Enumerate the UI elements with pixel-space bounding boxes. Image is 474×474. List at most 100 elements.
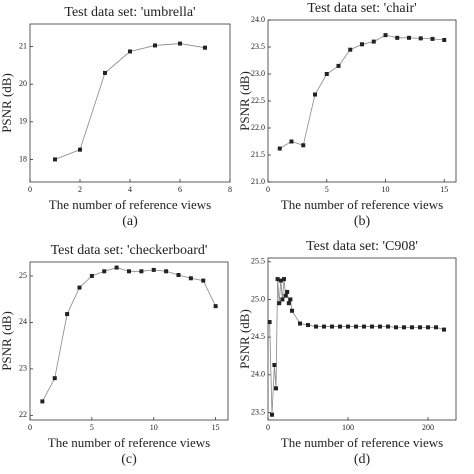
chart-title: Test data set: 'umbrella' [64,5,195,20]
data-point [442,37,447,42]
data-point [348,47,353,52]
data-point [164,269,169,274]
y-tick-label: 21.5 [251,150,265,159]
data-point [176,273,181,278]
y-tick-label: 23 [19,364,27,373]
x-tick-label: 0 [28,185,32,194]
data-point [114,265,119,270]
x-tick-label: 5 [325,185,329,194]
data-point [102,269,107,274]
data-point [362,324,366,329]
data-point [203,45,207,50]
data-point [53,157,57,162]
data-point [40,399,45,404]
data-point [306,323,310,328]
y-tick-label: 21.0 [251,177,265,186]
panel-caption: (a) [122,214,138,229]
data-point [283,293,288,298]
data-point [128,49,132,54]
x-tick-label: 100 [342,423,354,432]
data-point [277,146,282,151]
y-tick-label: 22.0 [251,123,265,132]
data-point [139,269,144,274]
data-point [127,269,131,274]
panel-caption: (c) [121,452,137,467]
data-point [213,304,218,309]
data-point [418,325,422,330]
x-tick-label: 0 [28,423,32,432]
data-point [277,301,282,306]
data-line [42,267,216,402]
data-point [289,139,294,144]
y-axis-label: PSNR (dB) [0,73,14,133]
data-point [338,324,342,329]
data-point [78,147,82,152]
data-point [285,289,290,294]
x-tick-label: 200 [422,423,434,432]
data-point [322,324,326,329]
data-point [290,308,294,313]
data-point [280,297,285,302]
plot-frame [29,261,229,421]
x-tick-label: 5 [90,423,94,432]
data-point [188,276,193,281]
data-point [298,321,302,326]
y-tick-label: 25.0 [251,294,265,303]
x-tick-label: 6 [178,185,182,194]
data-point [383,33,388,38]
data-line [279,34,445,149]
x-tick-label: 4 [128,185,132,194]
y-axis-label: PSNR (dB) [237,71,252,131]
data-point [272,362,277,367]
data-point [324,72,329,76]
plot-frame [29,23,231,183]
data-point [278,278,283,283]
data-point [434,325,438,330]
chart-title: Test data set: 'C908' [306,239,418,254]
x-tick-label: 2 [78,185,82,194]
data-point [270,412,274,417]
data-point [402,325,406,330]
data-point [52,376,57,381]
x-tick-label: 0 [266,423,270,432]
y-tick-label: 23.5 [251,42,265,51]
y-axis-label: PSNR (dB) [0,311,14,371]
data-point [386,324,390,329]
y-tick-label: 23.0 [251,69,265,78]
y-tick-label: 22 [19,410,27,419]
x-tick-label: 15 [440,185,448,194]
data-point [65,312,70,317]
y-axis-label: PSNR (dB) [237,309,252,369]
x-tick-label: 0 [266,185,270,194]
data-point [370,324,374,329]
data-point [336,63,341,68]
x-tick-label: 8 [228,185,232,194]
data-point [418,36,423,41]
data-line [269,279,445,415]
y-tick-label: 18 [19,154,27,163]
data-point [330,324,334,329]
data-point [354,324,358,329]
data-point [360,42,364,47]
x-tick-label: 15 [212,423,220,432]
data-point [394,325,398,330]
x-axis-label: The number of reference views [281,435,443,450]
y-tick-label: 23.5 [251,407,265,416]
data-point [282,277,286,282]
data-point [371,39,376,44]
x-axis-label: The number of reference views [281,197,443,212]
data-point [201,278,206,283]
y-tick-label: 24 [19,317,27,326]
data-point [346,324,350,329]
data-point [301,143,306,148]
panel-caption: (b) [354,214,371,229]
data-point [286,301,291,306]
data-point [288,297,293,302]
data-point [378,324,382,329]
data-point [426,325,430,330]
chart-title: Test data set: 'chair' [307,1,416,16]
data-point [395,35,400,40]
x-axis-label: The number of reference views [49,197,211,212]
x-axis-label: The number of reference views [48,435,210,450]
